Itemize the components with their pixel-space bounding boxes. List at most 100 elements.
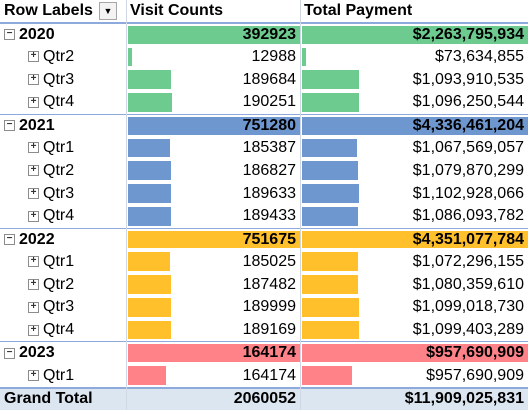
total-payment-data-bar	[302, 344, 528, 363]
visit-count-cell: 189433	[126, 205, 300, 228]
expand-icon[interactable]: +	[28, 370, 39, 382]
filter-dropdown-icon[interactable]: ▼	[98, 1, 117, 20]
expand-icon[interactable]: +	[28, 256, 39, 268]
row-label: Qtr1	[43, 366, 75, 384]
visit-count-cell: 751675	[126, 229, 300, 251]
visit-count-data-bar	[128, 138, 171, 158]
visit-count-value: 392923	[242, 25, 296, 43]
quarter-row[interactable]: + Qtr1 185387 $1,067,569,057	[0, 137, 528, 160]
expand-icon[interactable]: +	[28, 96, 39, 108]
expand-icon[interactable]: +	[28, 188, 39, 199]
expand-icon[interactable]: +	[28, 165, 39, 177]
total-payment-value: $4,336,461,204	[412, 116, 524, 134]
expand-icon[interactable]: +	[28, 301, 39, 313]
visit-count-value: 189999	[242, 298, 296, 316]
quarter-row[interactable]: + Qtr2 12988 $73,634,855	[0, 46, 528, 69]
row-label-cell: + Qtr3	[0, 296, 126, 319]
collapse-icon[interactable]: −	[4, 29, 15, 41]
expand-icon[interactable]: +	[28, 142, 39, 154]
visit-counts-header[interactable]: Visit Counts	[130, 1, 224, 19]
row-label: Qtr2	[43, 275, 75, 293]
visit-count-cell: 190251	[126, 91, 300, 114]
total-payment-value: $957,690,909	[426, 344, 524, 362]
visit-count-data-bar	[128, 206, 172, 226]
quarter-row[interactable]: + Qtr4 189169 $1,099,403,289	[0, 319, 528, 342]
visit-count-data-bar	[128, 275, 171, 294]
total-payment-data-bar	[302, 320, 360, 340]
visit-count-value: 164174	[242, 344, 296, 362]
total-payment-cell: $4,336,461,204	[300, 115, 528, 137]
row-labels-header[interactable]: Row Labels ▼	[0, 0, 126, 22]
total-payment-data-bar	[302, 25, 528, 44]
visit-count-cell: 189169	[126, 319, 300, 342]
row-label-cell: + Qtr1	[0, 364, 126, 387]
total-payment-cell: $1,093,910,535	[300, 68, 528, 91]
total-payment-cell: $73,634,855	[300, 46, 528, 69]
visit-count-data-bar	[128, 252, 171, 272]
total-payment-cell: $957,690,909	[300, 364, 528, 387]
row-label: Qtr3	[43, 298, 75, 316]
visit-count-cell: 189633	[126, 182, 300, 205]
collapse-icon[interactable]: −	[4, 234, 15, 246]
visit-count-cell: 164174	[126, 364, 300, 387]
visit-count-data-bar	[128, 161, 171, 181]
expand-icon[interactable]: +	[28, 324, 39, 336]
total-payment-cell: $1,099,018,730	[300, 296, 528, 319]
visit-count-cell: 187482	[126, 273, 300, 296]
total-payment-data-bar	[302, 161, 359, 181]
total-payment-value: $1,096,250,544	[412, 93, 524, 111]
quarter-row[interactable]: + Qtr2 187482 $1,080,359,610	[0, 273, 528, 296]
total-payment-data-bar	[302, 47, 306, 67]
total-payment-data-bar	[302, 138, 358, 158]
column-divider	[126, 0, 127, 410]
grand-total-row[interactable]: Grand Total 2060052 $11,909,025,831	[0, 387, 528, 410]
year-row[interactable]: −2020 392923 $2,263,795,934	[0, 22, 528, 46]
year-row[interactable]: −2021 751280 $4,336,461,204	[0, 113, 528, 137]
quarter-row[interactable]: + Qtr1 164174 $957,690,909	[0, 364, 528, 387]
expand-icon[interactable]: +	[28, 51, 39, 63]
row-label-cell: + Qtr2	[0, 273, 126, 296]
quarter-row[interactable]: + Qtr3 189633 $1,102,928,066	[0, 182, 528, 205]
collapse-icon[interactable]: −	[4, 120, 15, 132]
visit-count-data-bar	[128, 344, 300, 363]
row-label: Qtr1	[43, 138, 75, 156]
quarter-row[interactable]: + Qtr3 189999 $1,099,018,730	[0, 296, 528, 319]
collapse-icon[interactable]: −	[4, 347, 15, 359]
total-payment-value: $1,102,928,066	[412, 184, 524, 202]
row-label: Qtr4	[43, 321, 75, 339]
quarter-row[interactable]: + Qtr1 185025 $1,072,296,155	[0, 250, 528, 273]
row-label: Qtr1	[43, 252, 75, 270]
expand-icon[interactable]: +	[28, 74, 39, 86]
visit-count-cell: 12988	[126, 46, 300, 69]
year-row[interactable]: −2022 751675 $4,351,077,784	[0, 227, 528, 251]
row-label: Qtr4	[43, 93, 75, 111]
total-payment-value: $1,086,093,782	[412, 207, 524, 225]
visit-count-data-bar	[128, 47, 132, 67]
expand-icon[interactable]: +	[28, 279, 39, 291]
visit-count-value: 189169	[242, 321, 296, 339]
total-payment-data-bar	[302, 297, 360, 317]
quarter-row[interactable]: + Qtr4 189433 $1,086,093,782	[0, 205, 528, 228]
quarter-row[interactable]: + Qtr4 190251 $1,096,250,544	[0, 91, 528, 114]
visit-count-value: 751675	[242, 230, 296, 248]
visit-count-value: 164174	[242, 366, 296, 384]
row-label-cell: + Qtr1	[0, 250, 126, 273]
visit-count-cell: 164174	[126, 342, 300, 364]
total-payment-value: $957,690,909	[426, 366, 524, 384]
total-payment-cell: $4,351,077,784	[300, 229, 528, 251]
visit-count-data-bar	[128, 70, 172, 90]
visit-count-value: 751280	[242, 116, 296, 134]
expand-icon[interactable]: +	[28, 210, 39, 222]
quarter-row[interactable]: + Qtr2 186827 $1,079,870,299	[0, 159, 528, 182]
year-row[interactable]: −2023 164174 $957,690,909	[0, 341, 528, 364]
total-payment-value: $1,067,569,057	[412, 138, 524, 156]
total-payment-cell: $1,072,296,155	[300, 250, 528, 273]
total-payment-data-bar	[302, 93, 359, 112]
row-label-cell: + Qtr3	[0, 68, 126, 91]
total-payment-header[interactable]: Total Payment	[304, 1, 413, 19]
visit-count-value: 190251	[242, 93, 296, 111]
quarter-row[interactable]: + Qtr3 189684 $1,093,910,535	[0, 68, 528, 91]
visit-count-cell: 392923	[126, 24, 300, 46]
total-payment-cell: $1,079,870,299	[300, 159, 528, 182]
total-payment-cell: $1,067,569,057	[300, 137, 528, 160]
